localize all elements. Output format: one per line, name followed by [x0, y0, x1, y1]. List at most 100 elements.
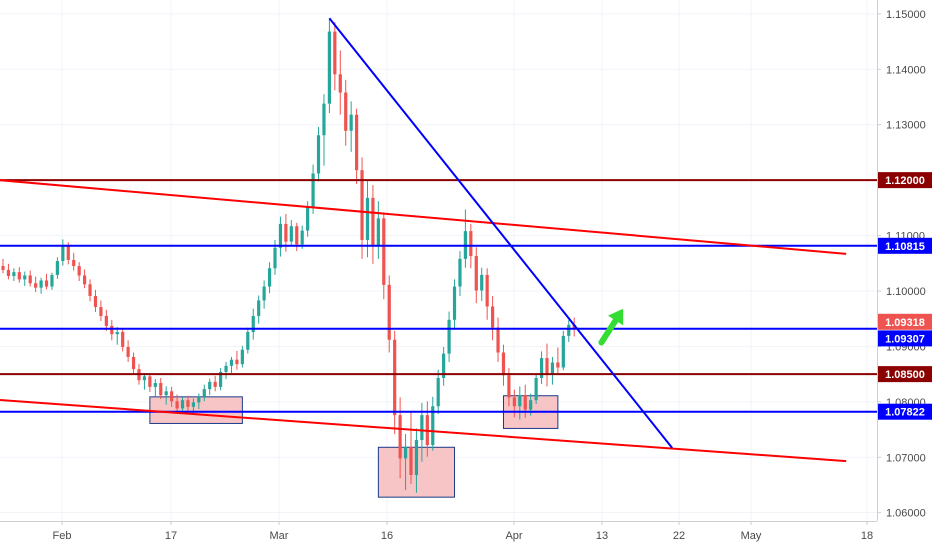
price-axis-background [877, 0, 932, 550]
price-tag-label: 1.09307 [885, 333, 925, 345]
up-arrow-shaft[interactable] [598, 317, 619, 346]
candle-body [501, 352, 506, 376]
candle-body [534, 378, 538, 401]
candle-body [452, 286, 457, 320]
candle-body [556, 362, 560, 368]
candle-body [409, 446, 413, 475]
candle-body [164, 391, 168, 396]
price-tag-box [878, 366, 932, 383]
price-tag-label: 1.09318 [885, 317, 925, 329]
candle-body [12, 272, 16, 277]
candle-body [235, 359, 239, 365]
candle-body [251, 315, 255, 332]
candle-body [398, 415, 402, 459]
candle-body [442, 353, 446, 379]
price-tag-box [878, 330, 932, 347]
time-tick-label: 16 [381, 530, 393, 542]
candle-body [224, 365, 228, 372]
time-axis[interactable]: Feb 17 Mar 16 Apr 13 22 May 18 [53, 521, 874, 542]
candle-body [55, 261, 59, 275]
candle-body [83, 275, 87, 285]
candle-body [153, 382, 157, 387]
candle-body [414, 440, 419, 475]
candle-body [93, 295, 98, 308]
price-tag-label: 1.08500 [885, 369, 925, 381]
candle-body [88, 284, 92, 296]
candle-body [175, 401, 179, 409]
price-tick-label: 1.14000 [886, 64, 926, 76]
candle-body [523, 395, 527, 410]
candle-body [170, 391, 174, 402]
candle-body [257, 300, 261, 316]
candle-body [219, 371, 223, 387]
candle-body [491, 306, 495, 328]
descending-trendline[interactable] [328, 17, 673, 449]
candle-body [39, 280, 43, 288]
price-tick-label: 1.13000 [886, 120, 926, 132]
candle-body [344, 92, 348, 131]
time-tick-label: 17 [165, 530, 177, 542]
candle-body [480, 274, 484, 291]
candle-body [273, 247, 277, 269]
candle-body [284, 223, 288, 242]
time-tick-label: Feb [53, 530, 72, 542]
candle-body [246, 331, 250, 350]
candle-body [393, 339, 397, 416]
support-zones [149, 395, 559, 498]
candle-body [208, 381, 212, 390]
candle-body [382, 218, 386, 285]
candle-body [512, 397, 516, 407]
candle-body [474, 256, 478, 291]
candle-body [6, 269, 11, 277]
price-level-tags: 1.12000 1.10815 1.09318 1.09307 1.08500 1.078… [878, 172, 932, 420]
candle-body [159, 382, 163, 396]
horizontal-levels[interactable] [0, 179, 877, 413]
time-tick-label: Mar [270, 530, 289, 542]
candle-body [110, 325, 114, 335]
candle-body [338, 74, 342, 93]
candle-body [66, 245, 70, 260]
candle-body [496, 327, 500, 353]
candle-body [327, 31, 331, 104]
time-axis-background [0, 521, 877, 550]
candle-body [17, 272, 21, 280]
candle-body [213, 381, 217, 387]
time-tick-label: 18 [861, 530, 873, 542]
trend-drawings[interactable] [0, 17, 847, 463]
time-tick-label: 22 [673, 530, 685, 542]
candle-body [355, 114, 359, 171]
candle-body [322, 103, 326, 136]
channel-line[interactable] [0, 179, 847, 255]
candle-body [403, 446, 408, 459]
up-arrow-head[interactable] [608, 308, 624, 326]
candle-body [229, 359, 234, 366]
candle-body [447, 319, 451, 354]
candle-body [142, 376, 147, 381]
time-tick-label: 13 [596, 530, 608, 542]
candle-body [458, 258, 462, 287]
candle-body [550, 362, 555, 375]
candle-body [567, 324, 571, 336]
price-tag-label: 1.07822 [885, 407, 925, 419]
candle-body [23, 275, 27, 280]
candle-body [360, 170, 364, 240]
candle-body [61, 245, 65, 262]
candle-body [295, 226, 299, 245]
candle-body [469, 231, 473, 257]
candle-body [376, 218, 380, 247]
support-zone[interactable] [149, 396, 243, 424]
channel-line[interactable] [0, 399, 847, 463]
price-tag-box [878, 237, 932, 254]
candle-body [50, 274, 54, 287]
candle-body [387, 284, 391, 340]
candle-body [289, 226, 293, 242]
candle-body [1, 266, 5, 270]
price-tag-box [878, 172, 932, 189]
price-tag-box [878, 313, 932, 330]
candle-body [262, 286, 266, 301]
candle-body [529, 400, 533, 410]
candle-body [180, 400, 185, 409]
plot-background [0, 0, 877, 521]
candle-body [34, 283, 38, 288]
